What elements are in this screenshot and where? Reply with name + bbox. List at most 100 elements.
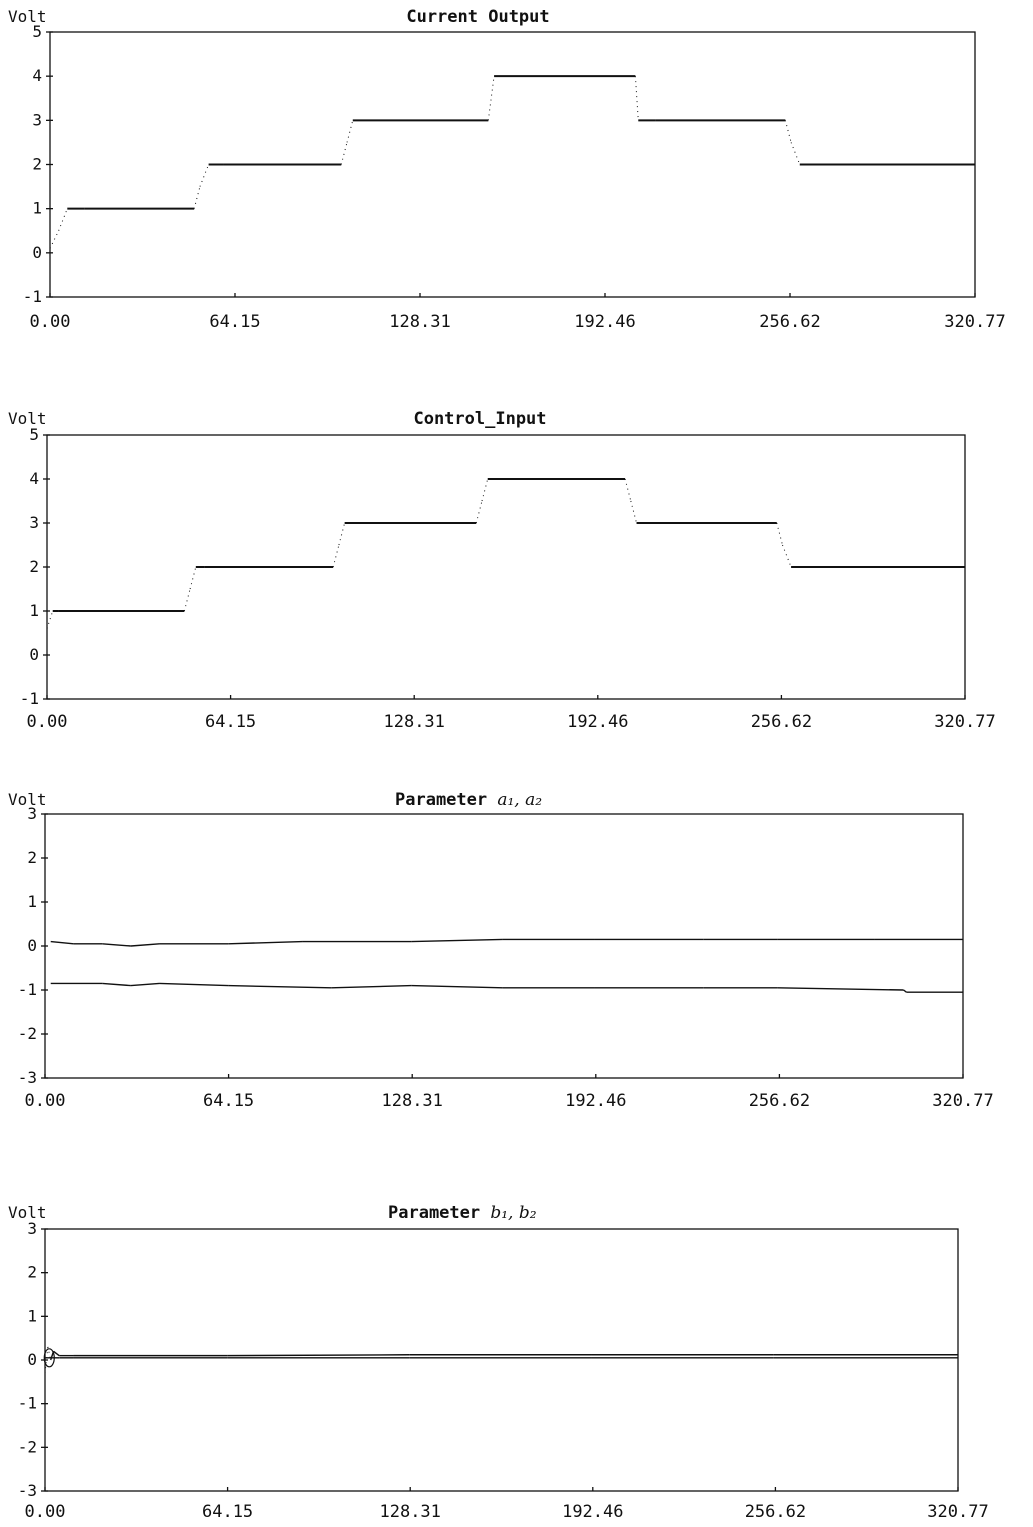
- chart-title: Current Output: [406, 7, 549, 27]
- series-segment: [102, 982, 131, 987]
- series-segment: [903, 989, 907, 993]
- series-segment: [130, 943, 160, 947]
- transition-segment: [630, 500, 638, 524]
- series-segment: [411, 938, 503, 943]
- y-axis-label: Volt: [8, 7, 47, 26]
- y-tick-label: -1: [18, 980, 37, 999]
- x-tick-label: 64.15: [209, 312, 260, 332]
- x-tick-label: 256.62: [745, 1502, 806, 1522]
- x-tick-label: 64.15: [205, 712, 256, 732]
- panel-control-input: Control_Input Volt 5 4 3 2 1 0 -1 0.00 64.15 128.…: [8, 409, 996, 732]
- x-tick-label: 192.46: [562, 1502, 623, 1522]
- panel-current-output: Current Output Volt 5 4 3 2 1 0 -1 0.00 64.15 128…: [8, 7, 1006, 332]
- x-tick-label: 320.77: [932, 1091, 993, 1111]
- y-tick-label: 2: [27, 848, 37, 867]
- transition-segment: [189, 566, 197, 590]
- y-tick-label: -1: [23, 287, 42, 306]
- series-segment: [130, 982, 160, 987]
- series-segment: [777, 987, 904, 991]
- y-tick-label: 1: [27, 1306, 37, 1325]
- transition-segment: [199, 164, 210, 187]
- series-line: [50, 938, 963, 947]
- transition-segment: [58, 208, 68, 231]
- transition-segment: [624, 478, 632, 502]
- x-tick-label: 0.00: [30, 312, 71, 332]
- y-tick-label: -3: [18, 1481, 37, 1500]
- series-segment: [227, 1354, 410, 1357]
- series-line: [46, 478, 965, 629]
- transition-segment: [776, 522, 783, 546]
- x-tick-label: 256.62: [749, 1091, 810, 1111]
- transition-segment: [332, 544, 340, 568]
- y-tick-label: 0: [29, 645, 39, 664]
- x-tick-label: 256.62: [759, 312, 820, 332]
- x-tick-label: 128.31: [383, 712, 444, 732]
- transition-segment: [487, 76, 495, 121]
- chart-title: Control_Input: [413, 409, 546, 429]
- transition-segment: [346, 120, 354, 143]
- y-tick-label: 0: [27, 1350, 37, 1369]
- y-tick-label: 3: [32, 110, 42, 129]
- chart-title: Parameter b₁, b₂: [388, 1203, 537, 1223]
- y-tick-label: 0: [32, 243, 42, 262]
- series-segment: [159, 982, 229, 987]
- y-axis-label: Volt: [8, 790, 47, 809]
- plot-frame: [44, 813, 964, 1079]
- y-tick-label: 1: [27, 892, 37, 911]
- y-axis-label: Volt: [8, 409, 47, 428]
- series-segment: [411, 984, 503, 989]
- x-tick-label: 64.15: [202, 1502, 253, 1522]
- series-line: [49, 75, 975, 249]
- chart-title-symbols: b₁, b₂: [490, 1203, 536, 1223]
- chart-title: Parameter a₁, a₂: [395, 790, 542, 810]
- x-tick-label: 0.00: [25, 1091, 66, 1111]
- y-tick-label: 4: [32, 66, 42, 85]
- series-segment: [228, 940, 303, 945]
- x-tick-label: 320.77: [944, 312, 1005, 332]
- y-tick-label: 4: [29, 469, 39, 488]
- x-tick-label: 192.46: [567, 712, 628, 732]
- y-tick-label: 5: [32, 22, 42, 41]
- transition-segment: [634, 76, 639, 121]
- y-tick-label: -2: [18, 1024, 37, 1043]
- y-tick-label: -1: [18, 1394, 37, 1413]
- transition-segment: [784, 120, 792, 143]
- transition-segment: [183, 588, 191, 612]
- initial-transient-mark: [43, 1348, 55, 1368]
- transition-segment: [193, 186, 201, 209]
- series-segment: [50, 940, 74, 945]
- transition-segment: [481, 478, 489, 502]
- x-tick-label: 192.46: [574, 312, 635, 332]
- y-tick-label: -3: [18, 1068, 37, 1087]
- panel-parameter-b: Parameter b₁, b₂ Volt 3 2 1 0 -1 -2 -3 0.00 64.1…: [8, 1203, 989, 1522]
- chart-title-symbols: a₁, a₂: [497, 790, 542, 810]
- x-tick-label: 128.31: [379, 1502, 440, 1522]
- y-tick-label: -2: [18, 1437, 37, 1456]
- y-tick-label: 2: [27, 1263, 37, 1282]
- series-line: [50, 982, 963, 993]
- transition-segment: [338, 522, 346, 546]
- y-tick-label: 5: [29, 425, 39, 444]
- y-tick-label: 3: [27, 804, 37, 823]
- x-tick-label: 320.77: [934, 712, 995, 732]
- transition-segment: [475, 500, 483, 524]
- y-tick-label: 1: [32, 199, 42, 218]
- series-segment: [331, 984, 412, 989]
- plot-frame: [44, 1228, 959, 1492]
- series-segment: [53, 1350, 60, 1357]
- series-line: [44, 1346, 958, 1374]
- chart-title-text: Parameter: [395, 790, 497, 810]
- transition-segment: [46, 610, 54, 629]
- x-tick-label: 0.00: [25, 1502, 66, 1522]
- y-tick-label: 0: [27, 936, 37, 955]
- y-tick-label: 3: [27, 1219, 37, 1238]
- x-tick-label: 128.31: [381, 1091, 442, 1111]
- panel-parameter-a: Parameter a₁, a₂ Volt 3 2 1 0 -1 -2 -3 0.00 64.1…: [8, 790, 994, 1111]
- y-tick-label: 2: [32, 155, 42, 174]
- chart-title-text: Parameter: [388, 1203, 490, 1223]
- y-tick-label: 3: [29, 513, 39, 532]
- transition-segment: [340, 142, 348, 165]
- x-tick-label: 320.77: [927, 1502, 988, 1522]
